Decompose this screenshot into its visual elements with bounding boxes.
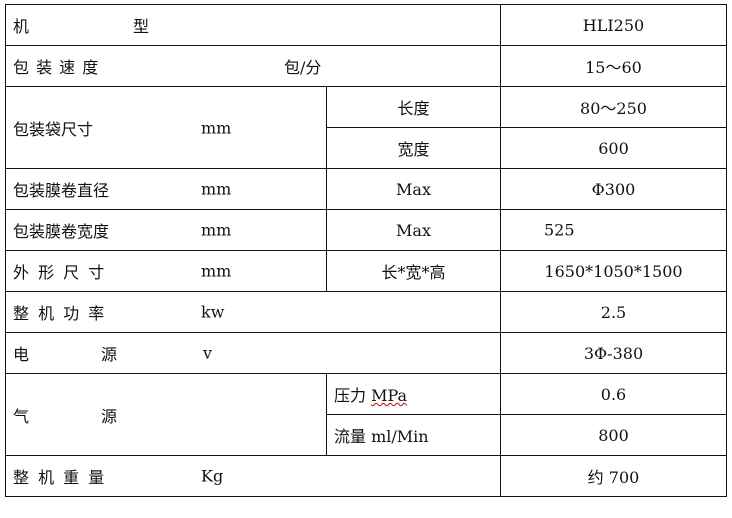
param-name: 流量 (334, 427, 367, 446)
unit: mm (201, 118, 232, 137)
table-row: 包装膜卷宽度 mm Max 525 (5, 209, 727, 251)
label: 源 (101, 406, 118, 426)
value-cell: 15～60 (500, 45, 727, 87)
value-cell: 2.5 (500, 291, 727, 333)
unit: v (203, 343, 213, 363)
label-cell: 包装膜卷宽度 mm (5, 209, 327, 251)
unit: mm (201, 179, 232, 199)
param-cell: 流量 ml/Min (326, 414, 501, 456)
value-cell: 525 (500, 209, 727, 251)
label-cell: 包装膜卷直径 mm (5, 168, 327, 210)
value-cell: 600 (500, 127, 727, 169)
table-row: 包装膜卷直径 mm Max Φ300 (5, 168, 727, 210)
label-cell: 整 机 重 量 Kg (5, 455, 501, 497)
table-row: 整 机 功 率 kw 2.5 (5, 291, 727, 333)
label: 整 机 功 率 (13, 304, 105, 323)
param-name: 压力 (334, 386, 367, 405)
label-cell: 包装袋尺寸 mm (5, 86, 327, 169)
value: 525 (544, 220, 575, 240)
param-unit: ml/Min (371, 427, 429, 446)
label: 机 (13, 17, 30, 36)
table-row: 电 源 v 3Φ-380 (5, 332, 727, 374)
value-cell: 0.6 (500, 373, 727, 415)
param-cell: 长*宽*高 (326, 250, 501, 292)
unit: 包/分 (284, 58, 322, 77)
label: 源 (101, 345, 118, 364)
param-cell: 长度 (326, 86, 501, 128)
table-row: 流量 ml/Min 800 (6, 414, 727, 456)
label: 包装袋尺寸 (13, 119, 94, 139)
table-row: 包 装 速 度 包/分 15～60 (5, 45, 727, 87)
param-cell: Max (326, 209, 501, 251)
label-cell: 外 形 尺 寸 mm (5, 250, 327, 292)
value-cell: Φ300 (500, 168, 727, 210)
label-cell: 气源 (5, 373, 327, 456)
label: 外 形 尺 寸 (13, 263, 105, 282)
value-cell: 3Φ-380 (500, 332, 727, 374)
label-cell: 整 机 功 率 kw (5, 291, 501, 333)
table-row: 气源 压力 MPa 0.6 (5, 373, 727, 456)
value-cell: 1650*1050*1500 (500, 250, 727, 292)
label: 包装膜卷直径 (13, 181, 110, 200)
unit: kw (201, 302, 225, 322)
label: 整 机 重 量 (13, 468, 105, 487)
label: 气 (13, 406, 30, 426)
label: 包 装 速 度 (13, 58, 99, 77)
value-cell: HLI250 (500, 4, 727, 46)
label: 包装膜卷宽度 (13, 222, 110, 241)
unit: mm (201, 220, 232, 240)
label: 电 (13, 345, 30, 364)
unit: Kg (201, 466, 224, 486)
value-cell: 800 (500, 414, 727, 456)
table-row: 包装袋尺寸 mm 长度 80～250 (5, 86, 727, 169)
param-cell: Max (326, 168, 501, 210)
label-cell: 包 装 速 度 包/分 (5, 45, 501, 87)
spec-table: 机型 HLI250 包 装 速 度包/分 15～60 包装袋尺寸 mm 长度 80… (5, 4, 727, 497)
param-cell: 压力 MPa (326, 373, 501, 415)
param-unit: MPa (371, 386, 408, 405)
table-row: 宽度 600 (6, 127, 727, 169)
value-cell: 约 700 (500, 455, 727, 497)
unit: mm (201, 261, 232, 281)
value-cell: 80～250 (500, 86, 727, 128)
table-row: 机型 HLI250 (5, 4, 727, 46)
table-row: 外 形 尺 寸 mm 长*宽*高 1650*1050*1500 (5, 250, 727, 292)
table-row: 整 机 重 量 Kg 约 700 (5, 455, 727, 497)
label: 型 (133, 17, 150, 36)
label-cell: 机型 (5, 4, 501, 46)
param-cell: 宽度 (326, 127, 501, 169)
